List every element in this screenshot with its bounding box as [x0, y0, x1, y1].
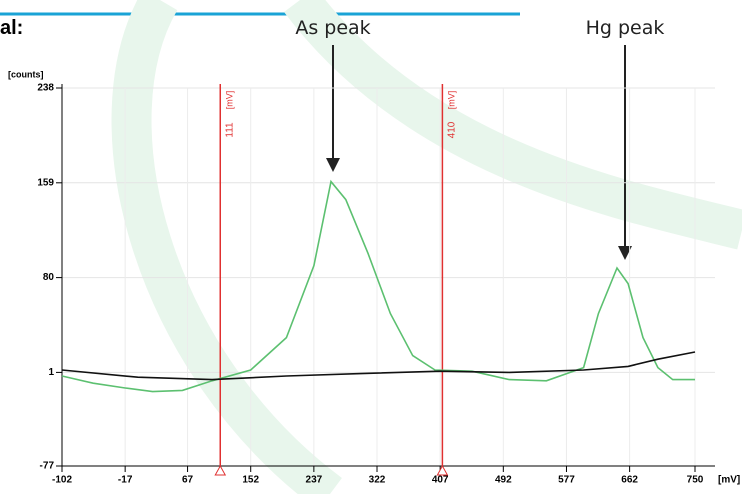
- y-tick-label: 80: [43, 272, 55, 283]
- decor-swoosh: [111, 0, 342, 494]
- y-tick-label: 1: [48, 367, 54, 378]
- x-tick-label: 152: [242, 475, 259, 486]
- x-tick-label: 322: [369, 475, 386, 486]
- x-tick-label: 750: [687, 475, 704, 486]
- y-axis-label: [counts]: [8, 69, 44, 79]
- marker-label: 111: [224, 122, 235, 138]
- annotation: As peak: [295, 17, 370, 39]
- marker-handle: [436, 464, 449, 476]
- x-tick-label: 237: [306, 475, 323, 486]
- series-line: [61, 351, 696, 381]
- decor-swoosh: [284, 0, 742, 250]
- series-line: [61, 179, 695, 393]
- x-tick-label: 492: [495, 475, 512, 486]
- marker-unit: [mV]: [224, 91, 234, 110]
- arrow-head: [326, 158, 340, 172]
- annotation: Hg peak: [586, 17, 665, 39]
- marker-unit: [mV]: [446, 91, 456, 110]
- x-tick-label: 67: [182, 475, 194, 486]
- y-tick-label: -77: [40, 461, 55, 472]
- arrow-head: [618, 246, 632, 260]
- x-tick-label: 577: [558, 475, 575, 486]
- heading: al:: [0, 17, 23, 39]
- x-tick-label: -17: [118, 475, 133, 486]
- y-tick-label: 159: [37, 177, 54, 188]
- x-tick-label: -102: [52, 475, 72, 486]
- x-tick-label: 662: [621, 475, 638, 486]
- y-tick-label: 238: [37, 83, 54, 94]
- marker-handle: [214, 464, 227, 476]
- x-axis-label: [mV]: [718, 475, 740, 486]
- x-tick-label: 407: [432, 475, 449, 486]
- marker-label: 410: [446, 121, 457, 138]
